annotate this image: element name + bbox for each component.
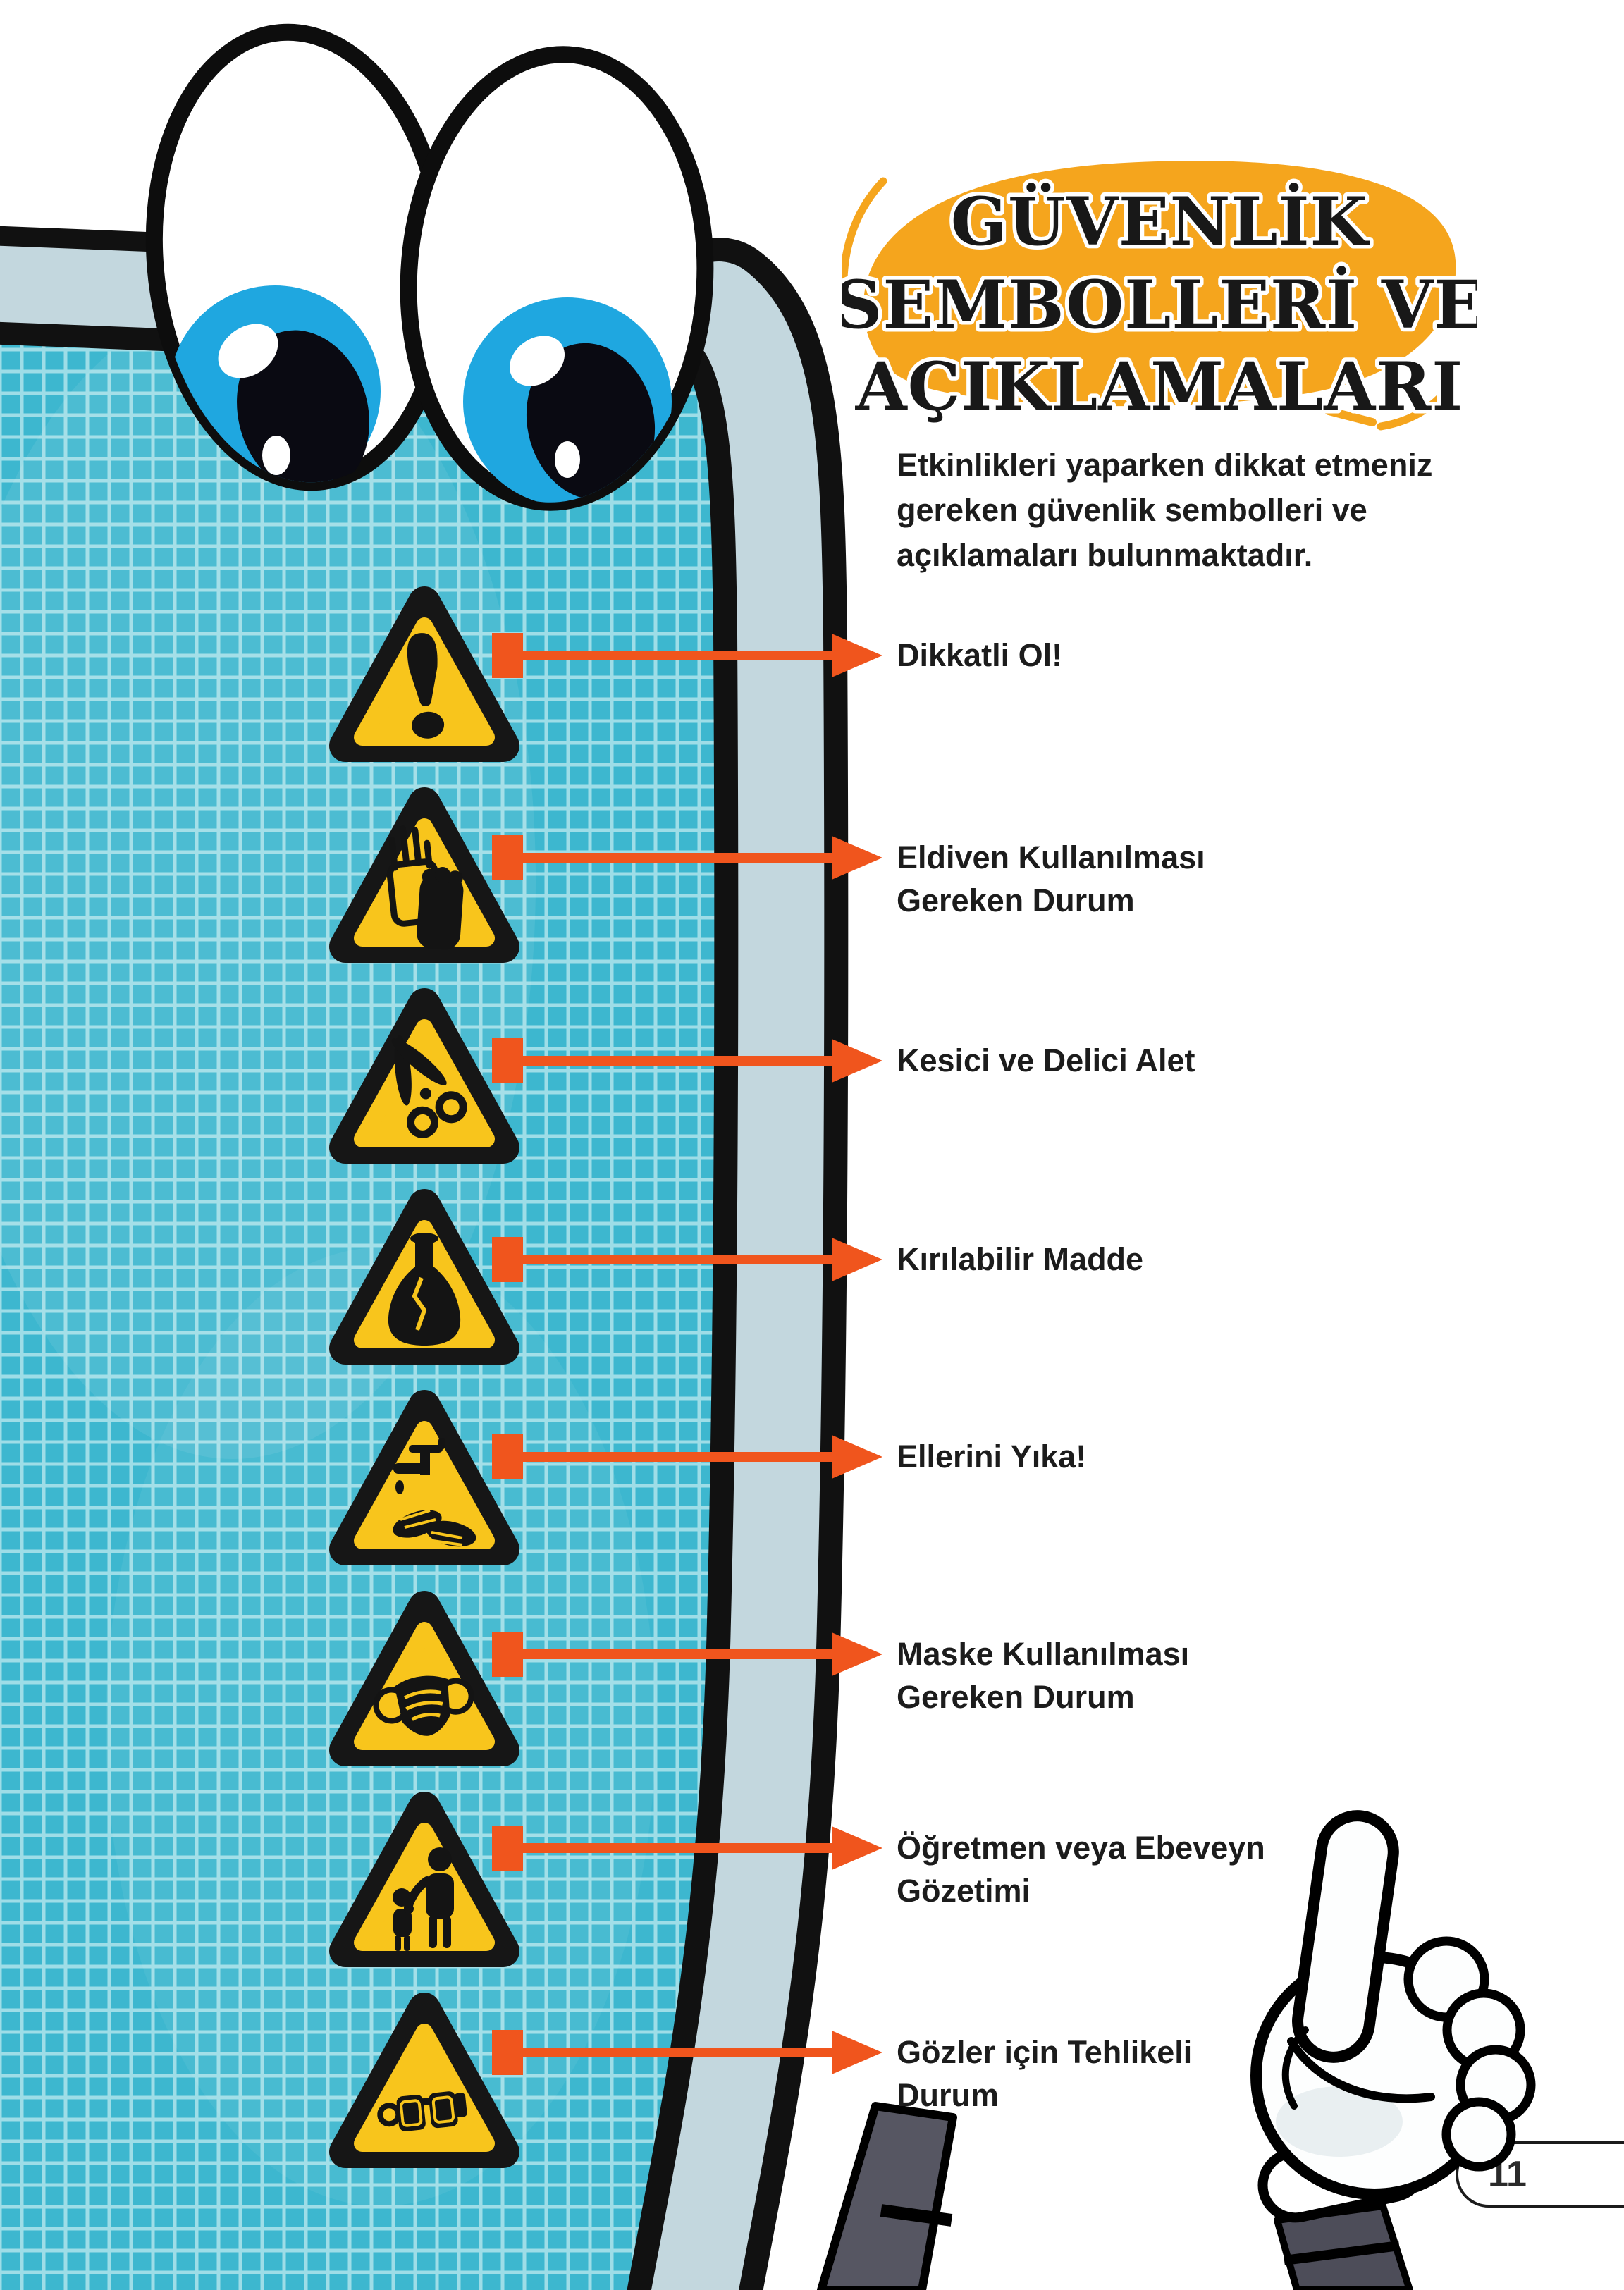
- symbol-label: Kesici ve Delici Alet: [897, 1042, 1195, 1078]
- board-sheen: [0, 303, 536, 1459]
- board-frame-right: [627, 238, 849, 2290]
- warning-triangle-gloves: [329, 787, 519, 963]
- bubble-swoosh-icon: [839, 177, 1457, 431]
- pointer-arrow-icon: [492, 633, 887, 678]
- exclamation-icon: [407, 633, 445, 739]
- page-title-line-2: SEMBOLLERİ VE: [842, 266, 1477, 344]
- symbol-row: Kırılabilir Madde: [0, 1174, 1624, 1385]
- symbol-row: Öğretmen veya Ebeveyn Gözetimi: [0, 1776, 1624, 1988]
- googly-eye-right-icon: [400, 46, 714, 511]
- warning-triangle-scissors: [329, 988, 519, 1164]
- pointer-arrow-icon: [492, 1237, 887, 1282]
- pointer-arrow-icon: [492, 2030, 887, 2075]
- supervision-icon: [393, 1847, 454, 1951]
- pointer-arrow-icon: [492, 1434, 887, 1479]
- scissors-icon: [391, 1035, 467, 1138]
- symbol-row: Ellerini Yıka!: [0, 1374, 1624, 1586]
- mask-icon: [373, 1675, 474, 1736]
- page-title-line-1: GÜVENLİK: [951, 182, 1370, 261]
- clipboard-character: [0, 23, 957, 2290]
- symbol-label: Kırılabilir Madde: [897, 1241, 1144, 1277]
- warning-triangle-exclamation: [329, 586, 519, 762]
- symbol-label: Eldiven Kullanılması Gereken Durum: [897, 839, 1205, 918]
- pointer-arrow-icon: [492, 1632, 887, 1677]
- symbol-row: Dikkatli Ol!: [0, 571, 1624, 782]
- symbol-label: Maske Kullanılması Gereken Durum: [897, 1636, 1190, 1715]
- warning-triangle-supervision: [329, 1792, 519, 1967]
- warning-triangle-hand-wash: [329, 1390, 519, 1565]
- flask-icon: [388, 1233, 461, 1346]
- easel-leg: [817, 2102, 957, 2290]
- symbol-label: Gözler için Tehlikeli Durum: [897, 2034, 1193, 2113]
- warning-triangle-goggles: [329, 1993, 519, 2168]
- symbol-label: Öğretmen veya Ebeveyn Gözetimi: [897, 1830, 1265, 1909]
- symbol-label: Ellerini Yıka!: [897, 1439, 1087, 1475]
- title-bubble-shape: [863, 161, 1456, 407]
- googly-eye-left-icon: [145, 23, 454, 495]
- pointer-arrow-icon: [492, 1826, 887, 1871]
- symbol-row: Gözler için Tehlikeli Durum: [0, 1977, 1624, 2189]
- page-title-line-3: AÇIKLAMALARI: [855, 348, 1464, 426]
- gloves-icon: [386, 825, 464, 950]
- symbol-row: Maske Kullanılması Gereken Durum: [0, 1575, 1624, 1787]
- intro-text: Etkinlikleri yaparken dikkat etmeniz ger…: [897, 447, 1433, 573]
- goggles-icon: [377, 2091, 467, 2131]
- pointing-hand-icon: [1250, 1810, 1536, 2290]
- pointer-arrow-icon: [492, 835, 887, 880]
- title-bubble: GÜVENLİK SEMBOLLERİ VE AÇIKLAMALARI: [830, 144, 1488, 455]
- symbol-label: Dikkatli Ol!: [897, 637, 1063, 673]
- symbol-row: Kesici ve Delici Alet: [0, 973, 1624, 1184]
- hand-wash-icon: [393, 1438, 476, 1547]
- warning-triangle-mask: [329, 1591, 519, 1766]
- warning-triangle-flask: [329, 1189, 519, 1365]
- pointer-arrow-icon: [492, 1038, 887, 1083]
- symbol-row: Eldiven Kullanılması Gereken Durum: [0, 772, 1624, 983]
